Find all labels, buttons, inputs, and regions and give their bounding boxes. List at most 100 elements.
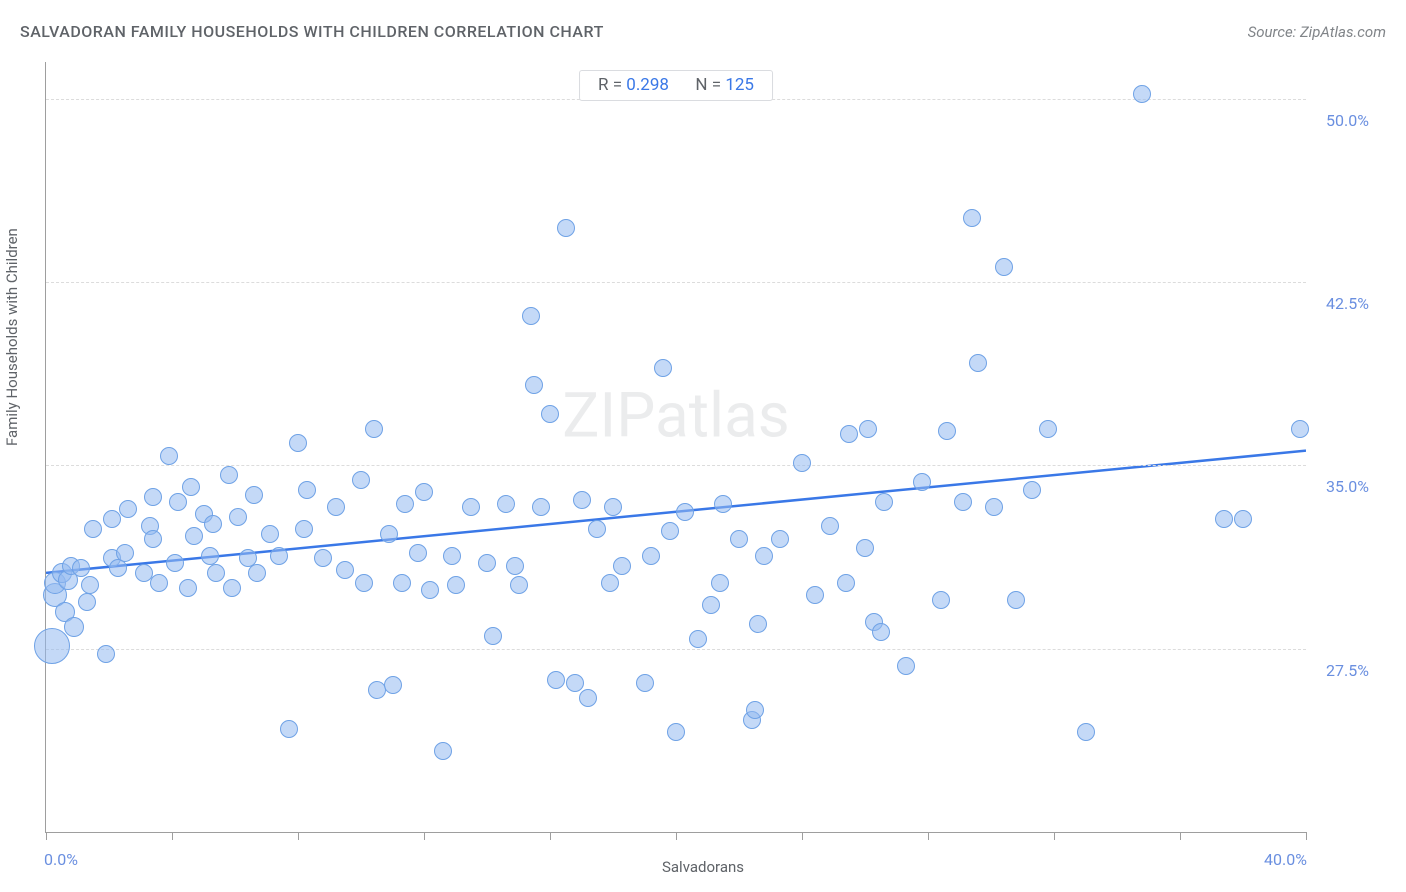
- data-point[interactable]: [661, 522, 679, 540]
- data-point[interactable]: [229, 508, 247, 526]
- data-point[interactable]: [185, 527, 203, 545]
- data-point[interactable]: [689, 630, 707, 648]
- data-point[interactable]: [654, 359, 672, 377]
- data-point[interactable]: [160, 447, 178, 465]
- data-point[interactable]: [1234, 510, 1252, 528]
- data-point[interactable]: [484, 627, 502, 645]
- data-point[interactable]: [771, 530, 789, 548]
- data-point[interactable]: [557, 219, 575, 237]
- data-point[interactable]: [1023, 481, 1041, 499]
- data-point[interactable]: [84, 520, 102, 538]
- data-point[interactable]: [415, 483, 433, 501]
- data-point[interactable]: [872, 623, 890, 641]
- data-point[interactable]: [150, 574, 168, 592]
- data-point[interactable]: [1007, 591, 1025, 609]
- data-point[interactable]: [434, 742, 452, 760]
- data-point[interactable]: [711, 574, 729, 592]
- data-point[interactable]: [579, 689, 597, 707]
- data-point[interactable]: [207, 564, 225, 582]
- data-point[interactable]: [932, 591, 950, 609]
- data-point[interactable]: [270, 547, 288, 565]
- data-point[interactable]: [1215, 510, 1233, 528]
- data-point[interactable]: [336, 561, 354, 579]
- data-point[interactable]: [749, 615, 767, 633]
- data-point[interactable]: [462, 498, 480, 516]
- data-point[interactable]: [938, 422, 956, 440]
- data-point[interactable]: [81, 576, 99, 594]
- data-point[interactable]: [566, 674, 584, 692]
- data-point[interactable]: [969, 354, 987, 372]
- data-point[interactable]: [1077, 723, 1095, 741]
- data-point[interactable]: [541, 405, 559, 423]
- data-point[interactable]: [396, 495, 414, 513]
- data-point[interactable]: [985, 498, 1003, 516]
- data-point[interactable]: [613, 557, 631, 575]
- data-point[interactable]: [604, 498, 622, 516]
- data-point[interactable]: [1133, 85, 1151, 103]
- data-point[interactable]: [223, 579, 241, 597]
- data-point[interactable]: [730, 530, 748, 548]
- data-point[interactable]: [443, 547, 461, 565]
- data-point[interactable]: [954, 493, 972, 511]
- data-point[interactable]: [380, 525, 398, 543]
- data-point[interactable]: [169, 493, 187, 511]
- data-point[interactable]: [821, 517, 839, 535]
- data-point[interactable]: [314, 549, 332, 567]
- data-point[interactable]: [166, 554, 184, 572]
- data-point[interactable]: [220, 466, 238, 484]
- data-point[interactable]: [963, 209, 981, 227]
- data-point[interactable]: [144, 488, 162, 506]
- data-point[interactable]: [837, 574, 855, 592]
- data-point[interactable]: [522, 307, 540, 325]
- data-point[interactable]: [280, 720, 298, 738]
- data-point[interactable]: [676, 503, 694, 521]
- data-point[interactable]: [97, 645, 115, 663]
- data-point[interactable]: [365, 420, 383, 438]
- data-point[interactable]: [1291, 420, 1309, 438]
- data-point[interactable]: [179, 579, 197, 597]
- data-point[interactable]: [478, 554, 496, 572]
- data-point[interactable]: [913, 473, 931, 491]
- data-point[interactable]: [421, 581, 439, 599]
- data-point[interactable]: [327, 498, 345, 516]
- data-point[interactable]: [384, 676, 402, 694]
- data-point[interactable]: [840, 425, 858, 443]
- data-point[interactable]: [201, 547, 219, 565]
- data-point[interactable]: [295, 520, 313, 538]
- data-point[interactable]: [289, 434, 307, 452]
- data-point[interactable]: [78, 593, 96, 611]
- data-point[interactable]: [746, 701, 764, 719]
- data-point[interactable]: [532, 498, 550, 516]
- data-point[interactable]: [506, 557, 524, 575]
- data-point[interactable]: [393, 574, 411, 592]
- data-point[interactable]: [34, 628, 70, 664]
- data-point[interactable]: [116, 544, 134, 562]
- data-point[interactable]: [355, 574, 373, 592]
- data-point[interactable]: [298, 481, 316, 499]
- data-point[interactable]: [806, 586, 824, 604]
- data-point[interactable]: [588, 520, 606, 538]
- data-point[interactable]: [510, 576, 528, 594]
- data-point[interactable]: [897, 657, 915, 675]
- data-point[interactable]: [119, 500, 137, 518]
- data-point[interactable]: [995, 258, 1013, 276]
- data-point[interactable]: [702, 596, 720, 614]
- data-point[interactable]: [497, 495, 515, 513]
- data-point[interactable]: [144, 530, 162, 548]
- data-point[interactable]: [636, 674, 654, 692]
- data-point[interactable]: [667, 723, 685, 741]
- data-point[interactable]: [755, 547, 773, 565]
- data-point[interactable]: [72, 559, 90, 577]
- data-point[interactable]: [714, 495, 732, 513]
- data-point[interactable]: [875, 493, 893, 511]
- data-point[interactable]: [601, 574, 619, 592]
- data-point[interactable]: [245, 486, 263, 504]
- data-point[interactable]: [793, 454, 811, 472]
- data-point[interactable]: [447, 576, 465, 594]
- data-point[interactable]: [642, 547, 660, 565]
- data-point[interactable]: [64, 617, 84, 637]
- data-point[interactable]: [525, 376, 543, 394]
- data-point[interactable]: [352, 471, 370, 489]
- data-point[interactable]: [103, 510, 121, 528]
- data-point[interactable]: [856, 539, 874, 557]
